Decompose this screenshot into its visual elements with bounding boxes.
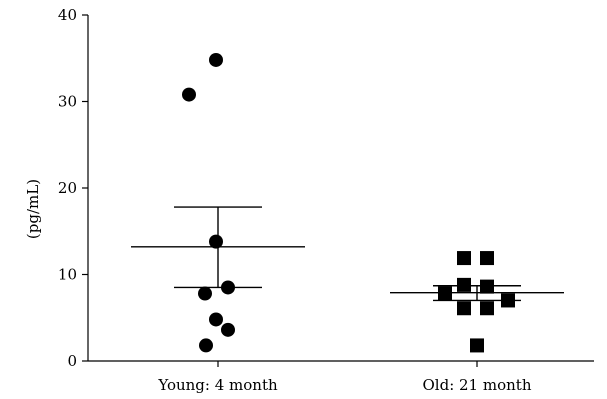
data-point-circle <box>221 322 235 337</box>
data-point-circle <box>198 286 212 301</box>
x-axis: Young: 4 month Old: 21 month <box>88 360 594 394</box>
series-young <box>131 52 305 353</box>
series-old <box>390 251 564 353</box>
data-point-circle <box>199 338 213 353</box>
x-tick-label-young: Young: 4 month <box>157 376 278 394</box>
data-point-square <box>501 293 515 308</box>
y-tick-label: 20 <box>58 179 77 197</box>
y-axis: 0 10 20 30 40 <box>58 6 89 370</box>
y-tick-label: 0 <box>67 352 77 370</box>
y-axis-label: (pg/mL) <box>24 179 42 239</box>
data-point-circle <box>209 312 223 327</box>
data-point-circle <box>209 52 223 67</box>
x-tick-label-old: Old: 21 month <box>423 376 532 394</box>
y-tick-label: 30 <box>58 93 77 111</box>
y-tick-label: 40 <box>58 6 77 24</box>
y-ticks: 0 10 20 30 40 <box>58 6 88 370</box>
data-point-square <box>480 251 494 266</box>
data-point-square <box>457 277 471 292</box>
y-tick-label: 10 <box>58 266 77 284</box>
data-point-square <box>470 338 484 353</box>
data-point-circle <box>209 234 223 249</box>
data-point-square <box>457 301 471 316</box>
data-point-square <box>438 286 452 301</box>
data-point-circle <box>182 87 196 102</box>
data-point-square <box>457 251 471 266</box>
data-point-square <box>480 279 494 294</box>
data-point-square <box>480 301 494 316</box>
data-point-circle <box>221 280 235 295</box>
